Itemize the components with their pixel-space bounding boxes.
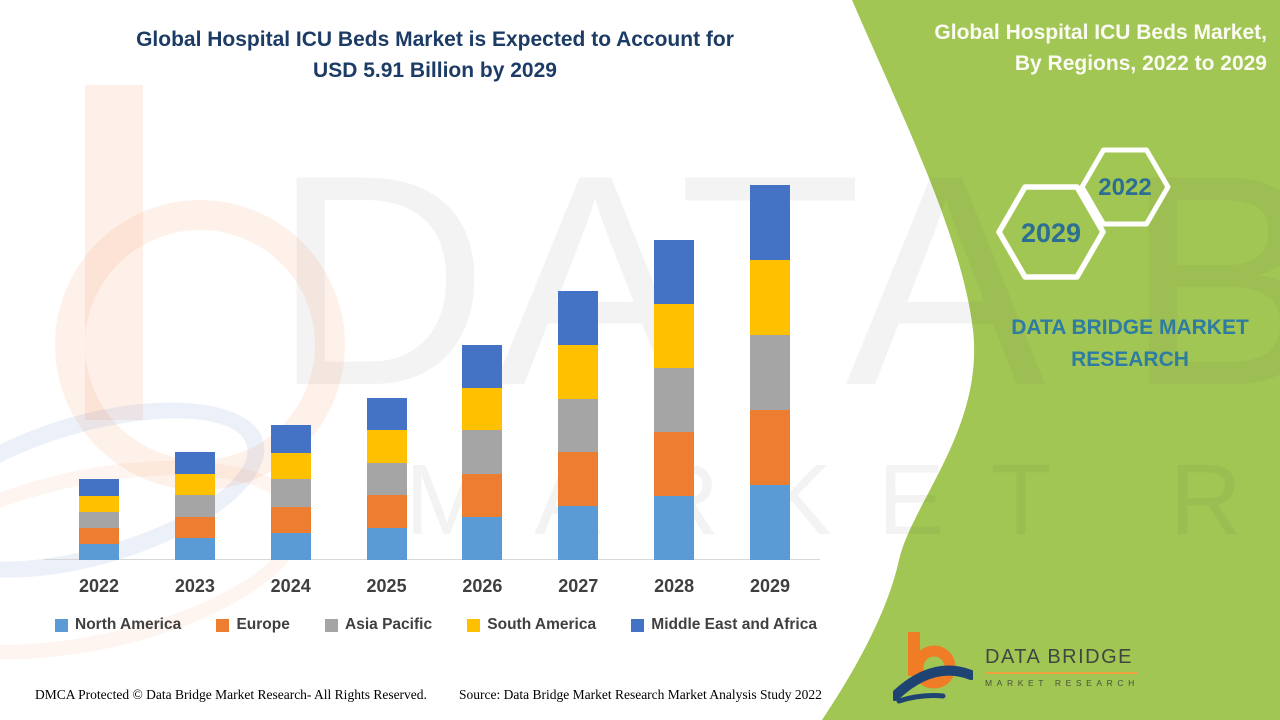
bar-segment-2028-series3 bbox=[654, 303, 695, 368]
brand-name-line1: DATA BRIDGE MARKET bbox=[1011, 316, 1249, 339]
bar-segment-2029-series3 bbox=[749, 260, 790, 336]
bar-segment-2024-series1 bbox=[270, 506, 311, 534]
brand-name: DATA BRIDGE MARKET RESEARCH bbox=[990, 312, 1270, 376]
bar-segment-2022-series0 bbox=[79, 544, 119, 560]
bar-segment-2022-series4 bbox=[79, 479, 119, 496]
legend-label-3: South America bbox=[487, 616, 597, 633]
x-axis-label-2029: 2029 bbox=[749, 576, 790, 596]
chart-title-line1: Global Hospital ICU Beds Market is Expec… bbox=[136, 28, 734, 51]
bar-2029 bbox=[749, 184, 790, 560]
bar-segment-2023-series4 bbox=[174, 452, 215, 474]
x-axis-line bbox=[44, 559, 820, 560]
x-axis-label-2022: 2022 bbox=[78, 576, 120, 596]
bar-segment-2022-series3 bbox=[79, 495, 119, 512]
bar-segment-2022-series2 bbox=[79, 511, 119, 529]
chart-title: Global Hospital ICU Beds Market is Expec… bbox=[30, 24, 840, 86]
bar-segment-2027-series2 bbox=[558, 398, 599, 452]
bar-2025 bbox=[366, 398, 407, 560]
x-axis-label-2028: 2028 bbox=[654, 576, 695, 596]
bar-2023 bbox=[174, 452, 215, 560]
company-logo-mark bbox=[893, 632, 973, 704]
company-logo-text: DATA BRIDGE MARKET RESEARCH bbox=[985, 646, 1139, 688]
logo-swoosh-tail bbox=[896, 693, 946, 704]
bar-segment-2024-series2 bbox=[270, 479, 311, 507]
company-logo: DATA BRIDGE MARKET RESEARCH bbox=[893, 630, 1139, 704]
legend-label-0: North America bbox=[75, 616, 182, 633]
bar-segment-2024-series0 bbox=[270, 533, 311, 560]
legend-label-2: Asia Pacific bbox=[345, 616, 433, 633]
logo-divider bbox=[985, 672, 1137, 674]
legend-item-1: Europe bbox=[216, 616, 290, 634]
bar-segment-2026-series3 bbox=[462, 387, 503, 431]
x-axis-label-2023: 2023 bbox=[174, 576, 215, 596]
logo-subtitle: MARKET RESEARCH bbox=[985, 678, 1139, 688]
legend-swatch-3 bbox=[467, 618, 481, 632]
side-panel-title-line2: By Regions, 2022 to 2029 bbox=[1014, 52, 1267, 75]
source-note: Source: Data Bridge Market Research Mark… bbox=[459, 687, 822, 702]
bar-segment-2025-series2 bbox=[366, 462, 407, 496]
legend-swatch-2 bbox=[325, 618, 339, 632]
bar-segment-2025-series3 bbox=[366, 430, 407, 463]
bar-segment-2025-series0 bbox=[366, 527, 407, 560]
x-axis-label-2027: 2027 bbox=[558, 576, 599, 596]
legend-label-1: Europe bbox=[236, 616, 290, 633]
logo-title: DATA BRIDGE bbox=[985, 646, 1134, 668]
logo-swoosh bbox=[893, 665, 973, 701]
bar-2026 bbox=[462, 344, 503, 560]
bar-segment-2026-series4 bbox=[462, 344, 503, 388]
bar-2027 bbox=[558, 291, 599, 560]
bar-segment-2026-series2 bbox=[462, 430, 503, 474]
bar-segment-2029-series2 bbox=[749, 335, 790, 411]
hexagon-year-2022: 2022 bbox=[1098, 174, 1152, 201]
x-axis-label-2025: 2025 bbox=[366, 576, 407, 596]
bar-segment-2025-series4 bbox=[366, 398, 407, 431]
bar-segment-2022-series1 bbox=[79, 528, 119, 545]
bar-segment-2026-series1 bbox=[462, 473, 503, 517]
chart-title-line2: USD 5.91 Billion by 2029 bbox=[313, 59, 557, 82]
bar-2024 bbox=[270, 425, 311, 560]
legend-label-4: Middle East and Africa bbox=[651, 616, 817, 633]
legend-item-4: Middle East and Africa bbox=[631, 616, 817, 634]
bar-segment-2024-series4 bbox=[270, 425, 311, 453]
bar-segment-2029-series1 bbox=[749, 410, 790, 486]
chart-legend: North America Europe Asia Pacific South Ame… bbox=[55, 616, 817, 634]
bar-segment-2023-series2 bbox=[174, 495, 215, 517]
bar-segment-2026-series0 bbox=[462, 516, 503, 560]
x-axis-label-2026: 2026 bbox=[462, 576, 503, 596]
bar-segment-2027-series3 bbox=[558, 344, 599, 399]
bar-segment-2029-series4 bbox=[749, 184, 790, 261]
bar-2022 bbox=[79, 479, 119, 560]
bar-segment-2028-series1 bbox=[654, 431, 695, 496]
bar-segment-2027-series0 bbox=[558, 506, 599, 560]
bar-segment-2029-series0 bbox=[749, 485, 790, 560]
bar-segment-2028-series0 bbox=[654, 495, 695, 560]
legend-item-0: North America bbox=[55, 616, 181, 634]
bar-segment-2025-series1 bbox=[366, 495, 407, 528]
bar-segment-2023-series0 bbox=[174, 538, 215, 560]
legend-swatch-1 bbox=[216, 618, 230, 632]
side-panel-title: Global Hospital ICU Beds Market, By Regi… bbox=[847, 17, 1267, 79]
bar-segment-2027-series1 bbox=[558, 452, 599, 506]
x-axis-label-2024: 2024 bbox=[270, 576, 311, 596]
bar-segment-2027-series4 bbox=[558, 291, 599, 345]
bar-segment-2024-series3 bbox=[270, 452, 311, 480]
brand-name-line2: RESEARCH bbox=[1071, 348, 1189, 371]
bar-2028 bbox=[654, 239, 695, 560]
bar-segment-2023-series3 bbox=[174, 473, 215, 496]
legend-item-2: Asia Pacific bbox=[325, 616, 432, 634]
side-panel-title-line1: Global Hospital ICU Beds Market, bbox=[934, 21, 1267, 44]
dmca-notice: DMCA Protected © Data Bridge Market Rese… bbox=[35, 687, 427, 702]
legend-swatch-4 bbox=[631, 618, 645, 632]
legend-swatch-0 bbox=[55, 618, 68, 632]
bar-segment-2023-series1 bbox=[174, 516, 215, 539]
legend-item-3: South America bbox=[467, 616, 596, 634]
hexagon-year-2029: 2029 bbox=[1020, 218, 1082, 248]
bar-segment-2028-series4 bbox=[654, 239, 695, 304]
bar-segment-2028-series2 bbox=[654, 367, 695, 432]
